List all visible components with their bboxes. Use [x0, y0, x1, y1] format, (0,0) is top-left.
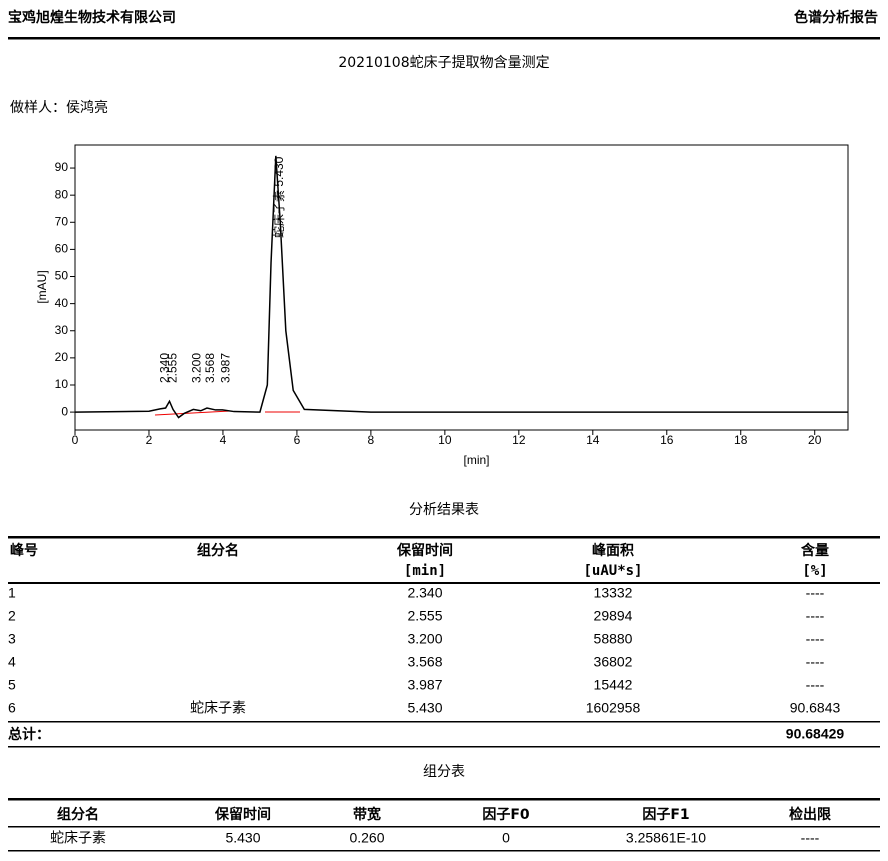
table-cell: 2 — [8, 608, 16, 624]
y-tick-label: 80 — [55, 187, 69, 201]
total-value: 90.68429 — [786, 726, 845, 742]
x-axis-label: [min] — [463, 453, 489, 467]
y-tick-label: 60 — [55, 242, 69, 256]
table-rule — [8, 536, 880, 539]
table-cell: 4 — [8, 654, 16, 670]
x-tick-label: 18 — [734, 433, 748, 447]
y-tick-label: 40 — [55, 296, 69, 310]
table-cell: ---- — [806, 677, 825, 693]
table-cell: 3.25861E-10 — [626, 830, 706, 846]
table-cell: ---- — [806, 631, 825, 647]
chart: 0 2 4 6 8 10 12 14 16 18 20 0 10 20 30 40 50 60 70 80 90 [min… — [35, 144, 849, 467]
x-tick-label: 10 — [438, 433, 452, 447]
header-rule — [8, 37, 880, 40]
company: 宝鸡旭煌生物技术有限公司 — [8, 9, 176, 26]
report-title: 20210108蛇床子提取物含量测定 — [338, 55, 549, 71]
table-cell: 58880 — [594, 631, 633, 647]
table-cell: ---- — [801, 830, 820, 846]
table-cell: 5.430 — [407, 700, 442, 716]
section-title: 分析结果表 — [409, 502, 479, 518]
column-header: [min] — [404, 563, 446, 579]
peak-label: 3.200 — [190, 353, 204, 383]
peak-label: 3.987 — [219, 353, 233, 383]
y-tick-label: 90 — [55, 160, 69, 174]
y-tick-label: 10 — [55, 377, 69, 391]
table-cell: 15442 — [594, 677, 633, 693]
table-cell: ---- — [806, 654, 825, 670]
column-header: 因子F1 — [642, 807, 689, 823]
x-tick-label: 8 — [368, 433, 375, 447]
report-type: 色谱分析报告 — [794, 9, 878, 26]
table-cell: 13332 — [594, 585, 633, 601]
column-header: 组分名 — [57, 806, 99, 823]
column-header: 检出限 — [789, 806, 831, 823]
table-cell: 6 — [8, 700, 16, 716]
column-header: 峰面积 — [592, 542, 634, 559]
column-header: [%] — [802, 563, 827, 579]
table-cell: 2.555 — [407, 608, 442, 624]
table-cell: 5.430 — [225, 830, 260, 846]
table-rule — [8, 850, 880, 852]
x-tick-label: 2 — [146, 433, 153, 447]
table-cell: 0.260 — [349, 830, 384, 846]
column-header: 峰号 — [10, 542, 38, 559]
table-cell: 0 — [502, 830, 510, 846]
table-cell: 3.987 — [407, 677, 442, 693]
table-rule — [8, 582, 880, 584]
trace — [74, 155, 848, 419]
table-cell: 3 — [8, 631, 16, 647]
table-rule — [8, 826, 880, 828]
total-label: 总计： — [8, 726, 50, 743]
column-header: [uAU*s] — [583, 563, 642, 579]
operator: 做样人：侯鸿亮 — [10, 99, 108, 116]
peak-label: 2.555 — [166, 353, 180, 383]
y-tick-label: 20 — [55, 350, 69, 364]
table-cell: 36802 — [594, 654, 633, 670]
column-header: 带宽 — [353, 806, 381, 823]
x-tick-label: 0 — [72, 433, 79, 447]
peak-label: 蛇床子素 5.430 — [271, 156, 286, 238]
x-tick-label: 14 — [586, 433, 600, 447]
table-rule — [8, 798, 880, 801]
column-header: 因子F0 — [482, 807, 530, 823]
table-cell: 5 — [8, 677, 16, 693]
x-tick-label: 16 — [660, 433, 674, 447]
table-cell: 90.6843 — [790, 700, 841, 716]
table-cell: 3.200 — [407, 631, 442, 647]
x-tick-label: 12 — [512, 433, 526, 447]
peak-label: 3.568 — [203, 353, 217, 383]
table-cell: 2.340 — [407, 585, 442, 601]
y-tick-label: 0 — [61, 404, 68, 418]
x-tick-label: 20 — [808, 433, 822, 447]
table-cell: ---- — [806, 585, 825, 601]
peak-label: 2.340 — [158, 353, 172, 383]
y-tick-label: 30 — [55, 323, 69, 337]
column-header: 含量 — [801, 542, 829, 559]
table-cell: 1 — [8, 585, 16, 601]
plot-frame — [74, 144, 849, 431]
table-cell: 蛇床子素 — [50, 830, 106, 846]
table-cell: 29894 — [594, 608, 633, 624]
x-tick-label: 4 — [220, 433, 227, 447]
table-cell: 1602958 — [586, 700, 641, 716]
column-header: 保留时间 — [396, 542, 453, 559]
table-cell: 蛇床子素 — [190, 700, 246, 716]
column-header: 保留时间 — [214, 806, 271, 823]
baseline — [154, 410, 231, 416]
table-cell: 3.568 — [407, 654, 442, 670]
y-tick-label: 70 — [55, 214, 69, 228]
y-axis-label: [mAU] — [35, 270, 49, 303]
table-rule — [8, 746, 880, 748]
table-rule — [8, 721, 880, 723]
section-title: 组分表 — [423, 764, 465, 780]
table-cell: ---- — [806, 608, 825, 624]
y-tick-label: 50 — [55, 269, 69, 283]
column-header: 组分名 — [197, 542, 239, 559]
x-tick-label: 6 — [294, 433, 301, 447]
